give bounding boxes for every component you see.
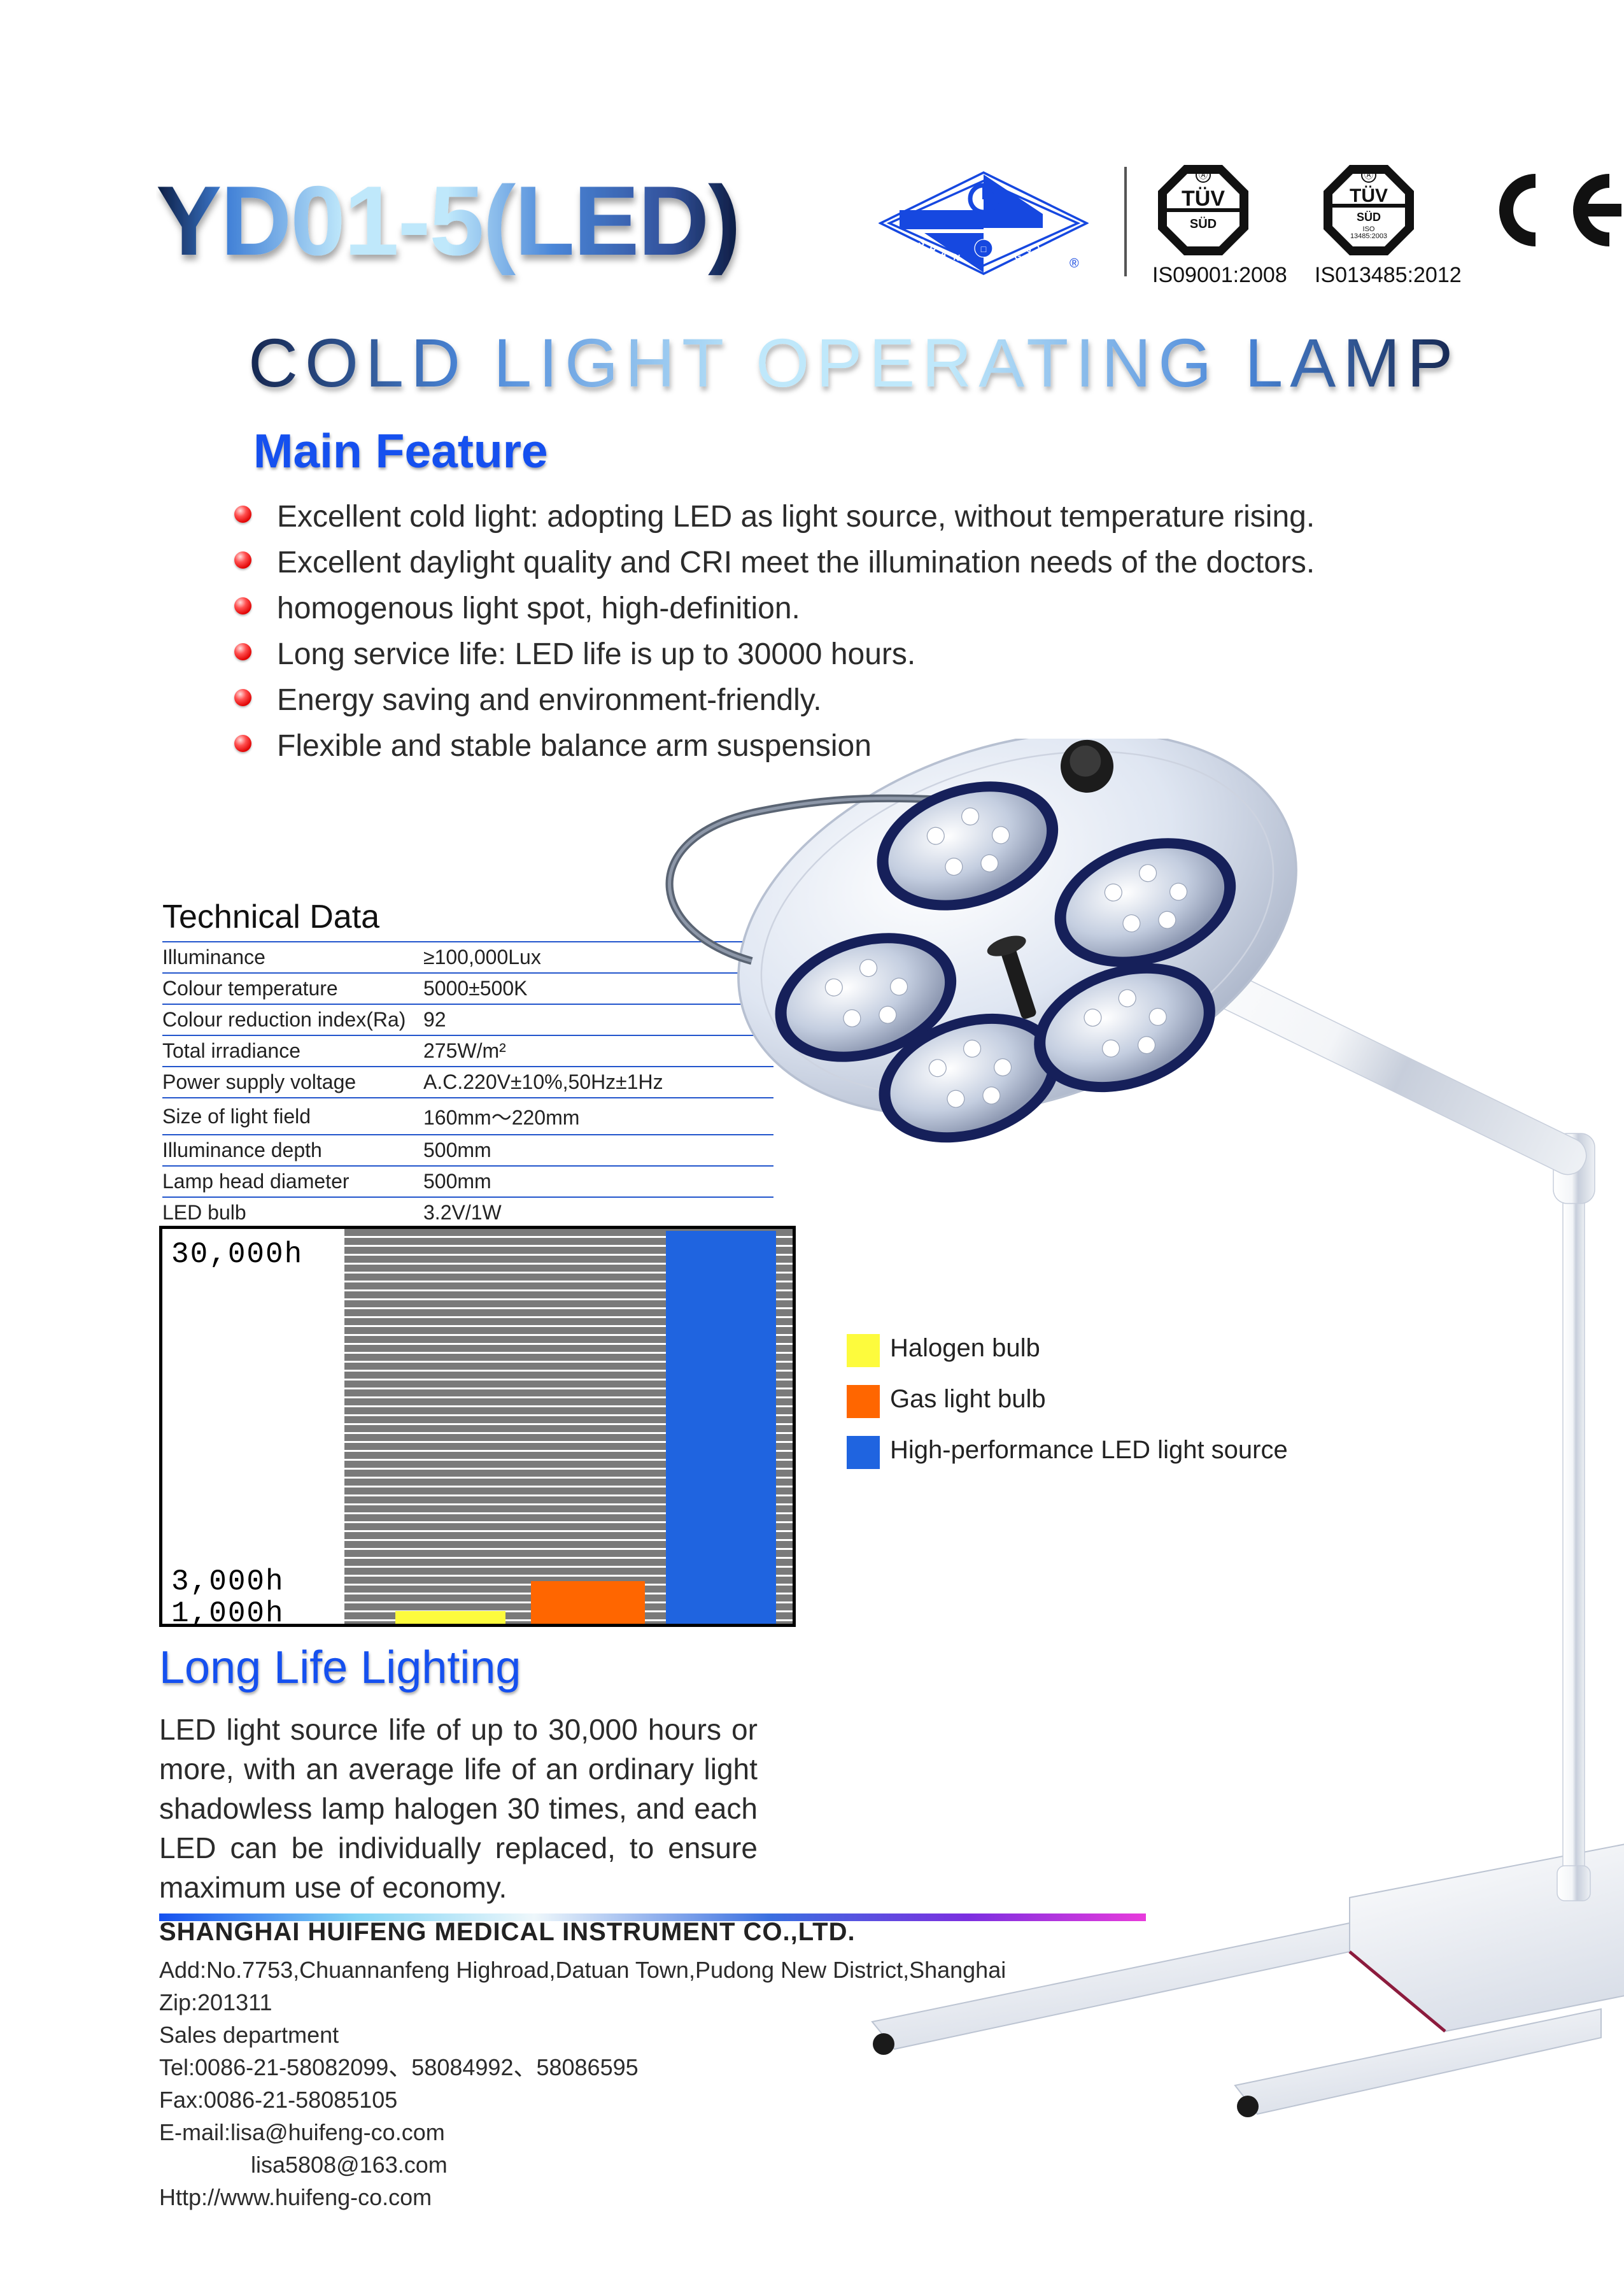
svg-text:Ⓐ: Ⓐ: [1199, 170, 1208, 180]
svg-text:Ⓐ: Ⓐ: [1364, 170, 1373, 180]
svg-text:Y: Y: [1025, 246, 1034, 258]
svg-text:H: H: [928, 243, 938, 255]
svg-text:COLD LIGHT OPERATING LAMP: COLD LIGHT OPERATING LAMP: [248, 324, 1460, 401]
svg-text:G: G: [1013, 250, 1022, 262]
svg-text:13485:2003: 13485:2003: [1350, 232, 1387, 240]
svg-text:SÜD: SÜD: [1357, 211, 1381, 224]
svg-text:YD01-5(LED): YD01-5(LED): [156, 166, 740, 276]
svg-text:®: ®: [1070, 257, 1079, 271]
svg-text:TÜV: TÜV: [1350, 185, 1388, 206]
svg-text:SÜD: SÜD: [1190, 217, 1217, 231]
svg-text:TÜV: TÜV: [1182, 187, 1225, 211]
svg-text:A: A: [939, 248, 949, 260]
svg-text:□: □: [981, 244, 987, 254]
